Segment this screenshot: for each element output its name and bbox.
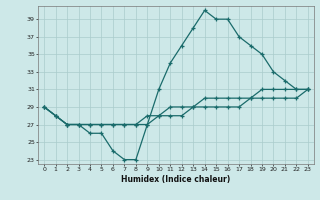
X-axis label: Humidex (Indice chaleur): Humidex (Indice chaleur) [121,175,231,184]
